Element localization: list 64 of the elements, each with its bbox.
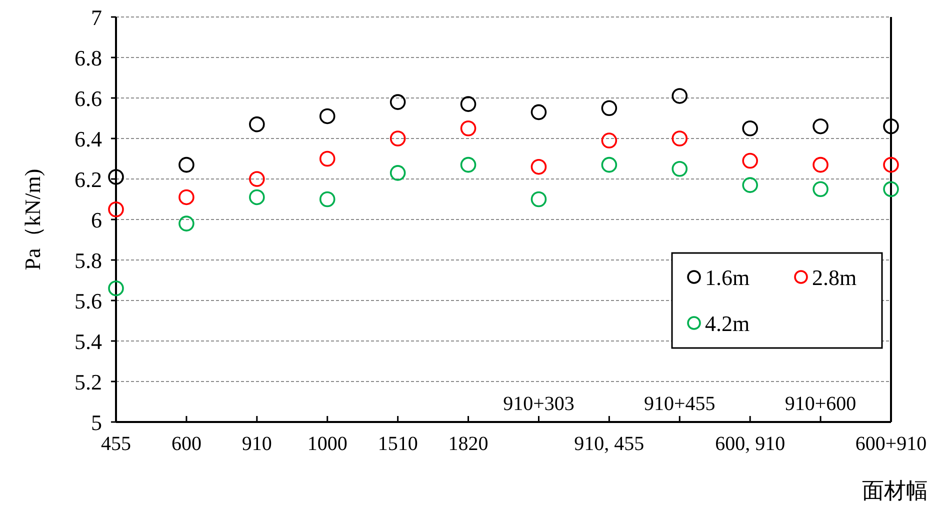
x-tick-label: 455 [101,433,131,455]
point [178,216,194,232]
y-tick-label: 6.4 [74,126,102,152]
point [601,132,618,148]
point [249,116,265,132]
point [390,165,406,181]
point [812,156,828,173]
point [530,191,547,208]
point [390,130,406,146]
y-tick-label: 7 [91,5,102,30]
point [178,156,194,173]
point [742,120,758,136]
y-tick-label: 5.4 [74,329,102,354]
point [883,156,899,173]
point [319,150,336,167]
y-axis-title: Pa（kN/m) [20,168,45,270]
legend-label: 2.8m [812,265,857,290]
point [883,118,899,134]
x-tick-label: 910+455 [644,393,716,415]
point [460,120,476,136]
point [812,181,828,198]
point [672,160,688,177]
point [108,201,124,218]
point [812,118,828,134]
point [672,88,688,104]
point [672,130,688,146]
x-tick-label: 910 [242,433,272,455]
point [601,100,618,116]
point [178,189,194,206]
y-tick-label: 5.8 [74,248,102,273]
y-tick-label: 5.6 [74,288,102,314]
y-tick-label: 5 [91,410,102,435]
x-tick-label: 910+600 [784,393,856,415]
x-tick-label: 910+303 [503,393,574,415]
legend-label: 1.6m [705,265,750,290]
point [742,177,758,193]
point [530,104,547,120]
x-tick-label: 1000 [307,433,348,455]
point [460,156,476,173]
y-tick-label: 6.2 [74,167,102,192]
y-tick-label: 6.6 [74,86,102,111]
legend-label: 4.2m [705,311,750,336]
x-tick-label: 1820 [448,433,488,455]
point [108,280,124,296]
x-tick-label: 1510 [378,433,418,455]
x-tick-label: 910, 455 [574,433,644,455]
y-tick-label: 5.2 [74,370,102,394]
point [460,96,476,112]
point [249,171,265,187]
point [108,169,124,185]
x-tick-label: 600+910 [855,433,927,455]
x-axis-title: 面材幅 [862,478,928,503]
point [249,189,265,206]
point [319,191,336,208]
point [390,94,406,110]
x-tick-label: 600 [171,433,202,455]
point [601,156,618,173]
point [530,158,547,175]
point [319,108,336,124]
x-tick-label: 600, 910 [715,433,786,455]
y-tick-label: 6 [91,208,102,232]
y-tick-label: 6.8 [74,46,102,70]
point [883,181,899,198]
point [742,152,758,169]
